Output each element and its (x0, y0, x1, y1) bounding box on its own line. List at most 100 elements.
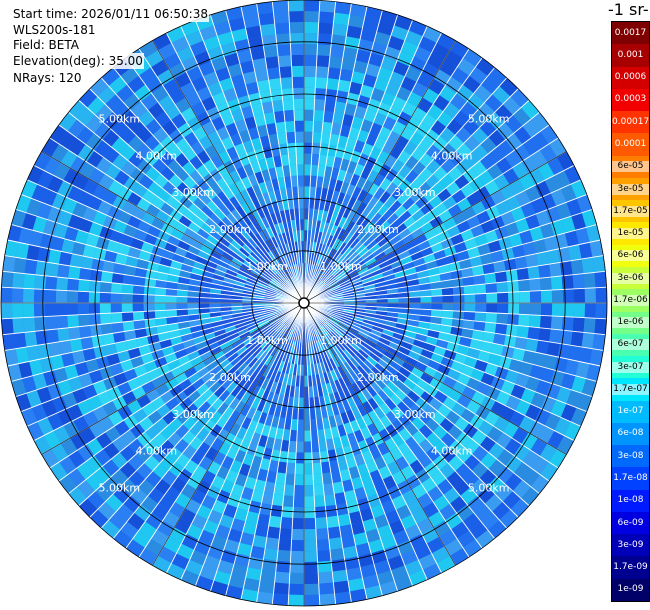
range-bin (228, 195, 241, 209)
range-bin (408, 284, 421, 292)
range-bin (196, 210, 210, 223)
range-bin (550, 188, 567, 207)
range-bin (223, 159, 237, 174)
range-bin (544, 175, 561, 194)
range-bin (292, 507, 304, 519)
range-bin (513, 461, 532, 480)
range-bin (304, 120, 314, 132)
range-bin (252, 346, 263, 358)
range-bin (241, 243, 253, 255)
range-bin (299, 386, 304, 398)
range-bin (530, 474, 550, 494)
range-bin (99, 281, 112, 293)
range-bin (220, 298, 232, 303)
range-bin (445, 76, 463, 94)
range-bin (349, 588, 367, 603)
range-bin (377, 203, 390, 217)
range-bin (134, 328, 148, 339)
range-bin (206, 234, 219, 246)
range-bin (321, 472, 333, 485)
range-bin (522, 468, 541, 487)
range-bin (343, 292, 355, 297)
range-bin (426, 52, 445, 70)
range-bin (318, 339, 325, 351)
range-bin (73, 415, 90, 433)
range-bin (270, 318, 281, 327)
range-bin (224, 325, 237, 334)
range-bin (369, 352, 381, 363)
range-bin (211, 56, 228, 72)
range-bin (504, 150, 522, 168)
range-bin (363, 108, 378, 123)
range-bin (117, 350, 131, 363)
range-bin (283, 281, 292, 291)
range-bin (488, 459, 506, 477)
range-bin (304, 594, 320, 606)
range-bin (270, 358, 279, 370)
range-bin (417, 354, 431, 366)
range-bin (168, 88, 186, 105)
range-bin (187, 390, 202, 404)
range-bin (156, 324, 169, 335)
range-bin (33, 303, 46, 318)
range-bin (198, 297, 210, 303)
ray-line (303, 10, 383, 304)
ray-line (138, 302, 305, 558)
range-bin (166, 563, 186, 580)
range-bin (316, 231, 323, 244)
range-bin (196, 86, 212, 102)
range-bin (373, 173, 386, 187)
range-bin (123, 93, 141, 111)
range-bin (168, 174, 183, 189)
ray-line (100, 77, 305, 304)
range-bin (398, 366, 412, 379)
range-bin (313, 318, 320, 329)
range-bin (99, 225, 114, 240)
range-bin (389, 200, 402, 213)
range-bin (227, 332, 240, 342)
range-bin (204, 376, 218, 389)
range-bin (206, 485, 221, 500)
range-bin (248, 272, 260, 280)
colorbar-tick-label: 1e-05 (612, 228, 649, 240)
range-bin (266, 391, 275, 404)
range-bin (196, 427, 210, 442)
range-bin (265, 226, 275, 239)
range-bin (59, 456, 77, 475)
range-bin (416, 215, 430, 228)
range-bin (220, 549, 237, 564)
range-bin (157, 331, 171, 342)
range-bin (193, 361, 207, 373)
range-bin (285, 340, 292, 352)
range-bin (346, 500, 360, 514)
range-bin (429, 215, 443, 229)
range-bin (281, 87, 294, 100)
range-bin (367, 182, 380, 196)
range-bin (308, 397, 316, 409)
range-bin (437, 403, 452, 418)
range-bin (581, 378, 597, 397)
range-bin (486, 205, 501, 220)
range-bin (167, 159, 182, 175)
range-bin (82, 384, 98, 400)
range-bin (360, 119, 374, 133)
range-bin (150, 529, 169, 547)
range-bin (391, 96, 407, 112)
range-bin (132, 530, 151, 548)
range-bin (199, 565, 218, 581)
range-bin (212, 324, 225, 333)
range-bin (203, 432, 217, 447)
range-bin (304, 32, 319, 45)
range-bin (367, 98, 382, 113)
range-bin (304, 87, 316, 99)
range-bin (463, 539, 483, 558)
range-bin (371, 348, 384, 359)
range-bin (247, 237, 259, 249)
range-bin (328, 200, 337, 213)
range-bin (159, 439, 175, 455)
range-bin (256, 1, 274, 15)
range-bin (133, 319, 146, 330)
range-bin (420, 221, 434, 234)
range-bin (120, 359, 134, 373)
range-bin (36, 202, 52, 220)
